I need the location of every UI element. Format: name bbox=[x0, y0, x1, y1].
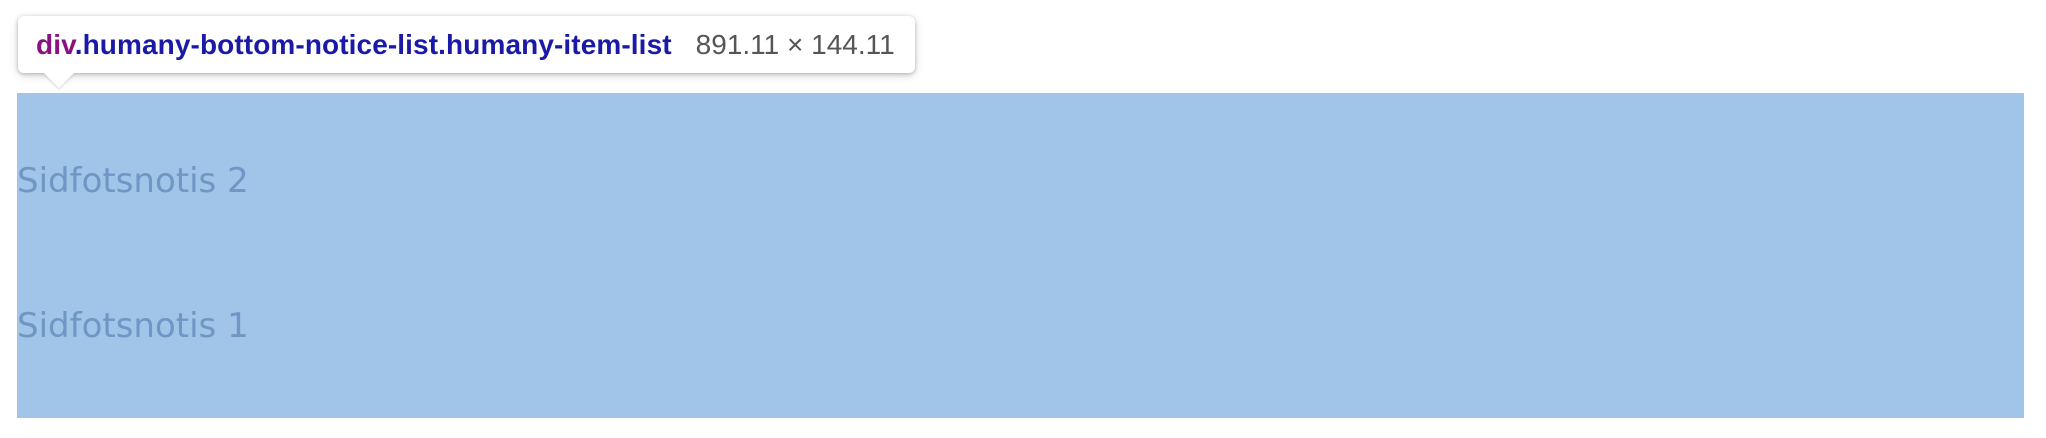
element-tag: div bbox=[36, 28, 75, 60]
inspector-tooltip: div.humany-bottom-notice-list.humany-ite… bbox=[18, 16, 915, 73]
element-dimensions: 891.11 × 144.11 bbox=[695, 28, 895, 60]
bottom-notice-list: Sidfotsnotis 2 Sidfotsnotis 1 bbox=[17, 93, 2024, 418]
element-highlight-overlay bbox=[17, 93, 2024, 418]
notice-item[interactable]: Sidfotsnotis 2 bbox=[17, 161, 249, 201]
element-selector: div.humany-bottom-notice-list.humany-ite… bbox=[36, 29, 672, 61]
element-classes: .humany-bottom-notice-list.humany-item-l… bbox=[74, 28, 672, 60]
notice-item[interactable]: Sidfotsnotis 1 bbox=[17, 306, 249, 346]
